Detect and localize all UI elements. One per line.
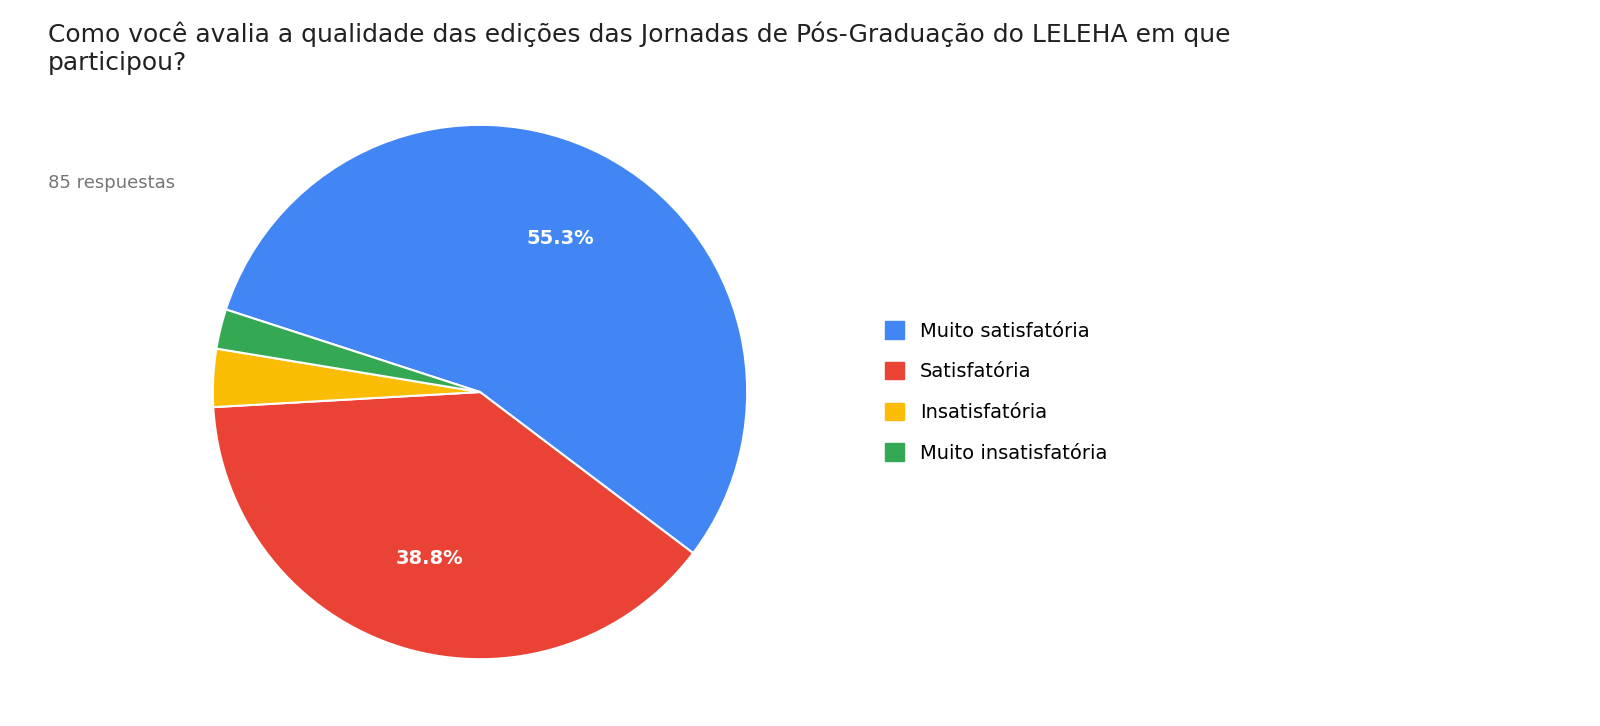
Text: 38.8%: 38.8% (395, 549, 464, 568)
Wedge shape (226, 125, 747, 553)
Text: 85 respuestas: 85 respuestas (48, 174, 174, 192)
Text: Como você avalia a qualidade das edições das Jornadas de Pós-Graduação do LELEHA: Como você avalia a qualidade das edições… (48, 22, 1230, 75)
Wedge shape (216, 309, 480, 392)
Legend: Muito satisfatória, Satisfatória, Insatisfatória, Muito insatisfatória: Muito satisfatória, Satisfatória, Insati… (877, 314, 1115, 470)
Wedge shape (213, 392, 693, 659)
Wedge shape (213, 348, 480, 407)
Text: 55.3%: 55.3% (526, 229, 594, 248)
